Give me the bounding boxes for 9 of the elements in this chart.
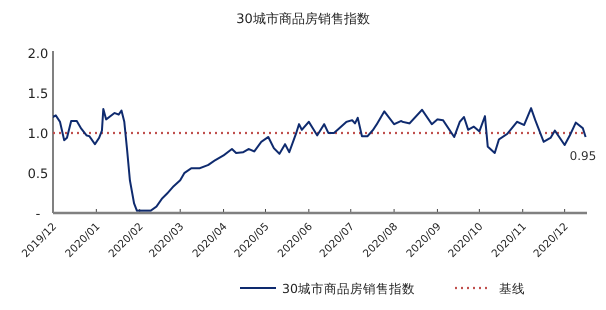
annotation: 0.95 (570, 149, 596, 163)
y-tick-label: - (36, 207, 41, 222)
legend-label: 30城市商品房销售指数 (282, 281, 415, 296)
title: 30城市商品房销售指数 (236, 12, 370, 27)
legend-label: 基线 (499, 281, 525, 296)
y-tick-label: 1.0 (28, 127, 48, 142)
y-tick-label: 0.5 (28, 167, 48, 182)
y-tick-label: 2.0 (28, 47, 48, 62)
y-tick-label: 1.5 (28, 87, 48, 102)
